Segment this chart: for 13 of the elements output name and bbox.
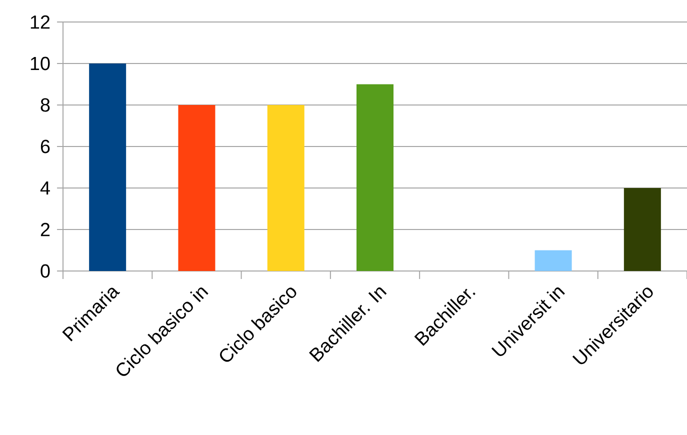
- bar: [356, 84, 394, 271]
- bar: [534, 250, 572, 271]
- y-tick-label: 8: [40, 98, 50, 112]
- y-tick-label: 0: [40, 264, 50, 278]
- y-tick-label: 10: [30, 56, 50, 70]
- bar: [624, 188, 661, 271]
- y-tick-label: 6: [40, 140, 50, 154]
- y-tick-label: 4: [40, 181, 50, 194]
- bar: [267, 104, 304, 271]
- bar: [89, 63, 126, 271]
- y-tick-label: 12: [30, 15, 50, 29]
- y-tick-label: 2: [40, 222, 50, 236]
- bar: [178, 104, 216, 271]
